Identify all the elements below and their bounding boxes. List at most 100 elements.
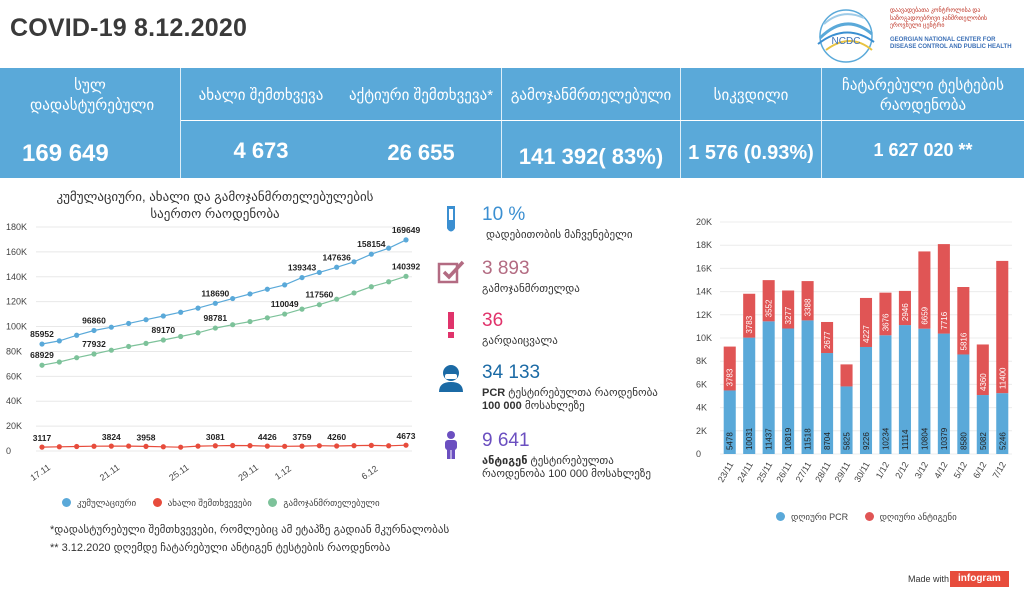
y-tick-label: 40K bbox=[6, 396, 22, 406]
data-label: 77932 bbox=[82, 339, 106, 349]
data-point bbox=[230, 442, 236, 449]
y-tick-label: 18K bbox=[696, 240, 712, 250]
doctor-icon bbox=[439, 365, 463, 392]
data-point bbox=[143, 340, 149, 346]
legend-new-cases-marker bbox=[152, 498, 162, 507]
bar-label-antigen: 3277 bbox=[784, 306, 793, 324]
data-point bbox=[56, 444, 62, 450]
x-tick-label: 1/12 bbox=[874, 460, 891, 480]
bar-chart-legend: დღიური PCR დღიური ანტიგენი bbox=[762, 512, 957, 523]
bar-label-pcr: 8580 bbox=[959, 432, 968, 450]
metric-pcr-value: 34 133 bbox=[482, 362, 541, 383]
data-label: 169649 bbox=[392, 225, 421, 235]
stat-active-cases: აქტიური შემთხვევა* 26 655 bbox=[341, 68, 501, 178]
stat-total-confirmed-label: სულ დადასტურებული bbox=[30, 77, 155, 114]
infogram-badge[interactable]: infogram bbox=[950, 571, 1009, 587]
bar-antigen bbox=[762, 280, 775, 322]
y-tick-label: 6K bbox=[696, 379, 707, 389]
line-chart-title: კუმულაციური, ახალი და გამოჯანმრთელებულებ… bbox=[0, 188, 430, 222]
data-label: 68929 bbox=[30, 350, 54, 360]
data-point bbox=[108, 347, 114, 353]
bar-antigen bbox=[782, 290, 795, 329]
data-label: 139343 bbox=[288, 263, 317, 273]
metric-antigen-label-text: ტესტირებულთა bbox=[527, 455, 614, 467]
bar-antigen bbox=[937, 244, 950, 334]
legend-recovered: გამოჯანმრთელებული bbox=[283, 498, 380, 508]
stat-active-cases-label: აქტიური შემთხვევა* bbox=[348, 87, 494, 104]
stat-tests: ჩატარებული ტესტების რაოდენობა 1 627 020 … bbox=[822, 68, 1024, 178]
data-point bbox=[386, 443, 392, 449]
legend-cumulative-marker bbox=[62, 498, 71, 507]
bar-label-antigen: 11400 bbox=[998, 367, 1007, 389]
data-label: 3081 bbox=[206, 432, 225, 442]
bar-antigen bbox=[879, 292, 892, 336]
stat-recovered-value: 141 392( 83%) bbox=[518, 144, 664, 169]
data-point bbox=[74, 443, 80, 450]
data-point bbox=[264, 286, 270, 292]
x-tick-label: 4/12 bbox=[932, 460, 949, 480]
data-point bbox=[39, 362, 45, 368]
data-point bbox=[126, 320, 132, 327]
bar-antigen bbox=[898, 290, 911, 326]
bar-label-pcr: 5825 bbox=[843, 432, 852, 450]
data-point bbox=[143, 317, 149, 323]
bar-label-pcr: 11114 bbox=[901, 429, 910, 450]
data-point bbox=[178, 333, 184, 340]
data-point bbox=[108, 324, 114, 330]
bar-label-pcr: 8704 bbox=[823, 432, 832, 450]
metric-antigen-label-bold: ანტიგენ bbox=[482, 455, 528, 467]
data-point bbox=[247, 291, 253, 297]
series-line-1 bbox=[41, 444, 407, 448]
bar-label-antigen: 2677 bbox=[823, 331, 832, 349]
y-tick-label: 80K bbox=[6, 346, 22, 356]
y-tick-label: 140K bbox=[6, 272, 27, 282]
data-point bbox=[403, 237, 409, 243]
x-tick-label: 24/11 bbox=[735, 460, 755, 484]
bar-pcr bbox=[996, 393, 1009, 454]
bar-antigen bbox=[976, 344, 989, 396]
made-with-text: Made with bbox=[908, 574, 950, 584]
y-tick-label: 12K bbox=[696, 310, 712, 320]
data-point bbox=[334, 296, 340, 302]
bar-label-antigen: 5816 bbox=[959, 332, 968, 350]
bar-pcr bbox=[918, 328, 931, 454]
bar-label-pcr: 10031 bbox=[745, 427, 754, 450]
stat-tests-value: 1 627 020 ** bbox=[873, 140, 973, 160]
bar-pcr bbox=[801, 320, 814, 454]
metric-recovered-label: გამოჯანმრთელდა bbox=[482, 283, 580, 295]
bar-label-antigen: 2946 bbox=[901, 303, 910, 321]
x-tick-label: 26/11 bbox=[774, 460, 794, 484]
y-tick-label: 120K bbox=[6, 297, 27, 307]
x-tick-label: 3/12 bbox=[913, 460, 930, 480]
metric-deaths-label: გარდაიცვალა bbox=[482, 335, 558, 347]
data-label: 117560 bbox=[305, 290, 333, 300]
data-point bbox=[334, 264, 340, 270]
stat-deaths-value: 1 576 (0.93%) bbox=[688, 142, 814, 164]
data-point bbox=[386, 245, 392, 251]
data-point bbox=[74, 355, 80, 361]
data-label: 4673 bbox=[397, 431, 416, 441]
data-point bbox=[195, 305, 201, 311]
y-tick-label: 16K bbox=[696, 263, 712, 273]
bar-label-antigen: 7716 bbox=[940, 311, 949, 329]
checkbox-icon bbox=[437, 260, 465, 284]
bar-antigen bbox=[821, 321, 834, 354]
bar-pcr bbox=[840, 386, 853, 454]
data-label: 3958 bbox=[137, 432, 156, 442]
y-tick-label: 14K bbox=[696, 287, 712, 297]
data-point bbox=[316, 269, 322, 276]
bar-label-pcr: 10804 bbox=[920, 427, 929, 450]
x-tick-label: 25.11 bbox=[167, 462, 191, 483]
x-tick-label: 17.11 bbox=[28, 462, 52, 483]
data-point bbox=[316, 443, 322, 449]
bar-antigen bbox=[801, 281, 814, 321]
bar-antigen bbox=[743, 293, 756, 338]
data-point bbox=[195, 443, 201, 449]
metric-antigen-value: 9 641 bbox=[482, 430, 530, 451]
x-tick-label: 2/12 bbox=[893, 460, 910, 480]
series-line-0 bbox=[41, 239, 407, 345]
data-point bbox=[282, 443, 288, 449]
data-label: 98781 bbox=[204, 313, 228, 323]
data-point bbox=[74, 332, 80, 338]
data-label: 4426 bbox=[258, 432, 277, 442]
